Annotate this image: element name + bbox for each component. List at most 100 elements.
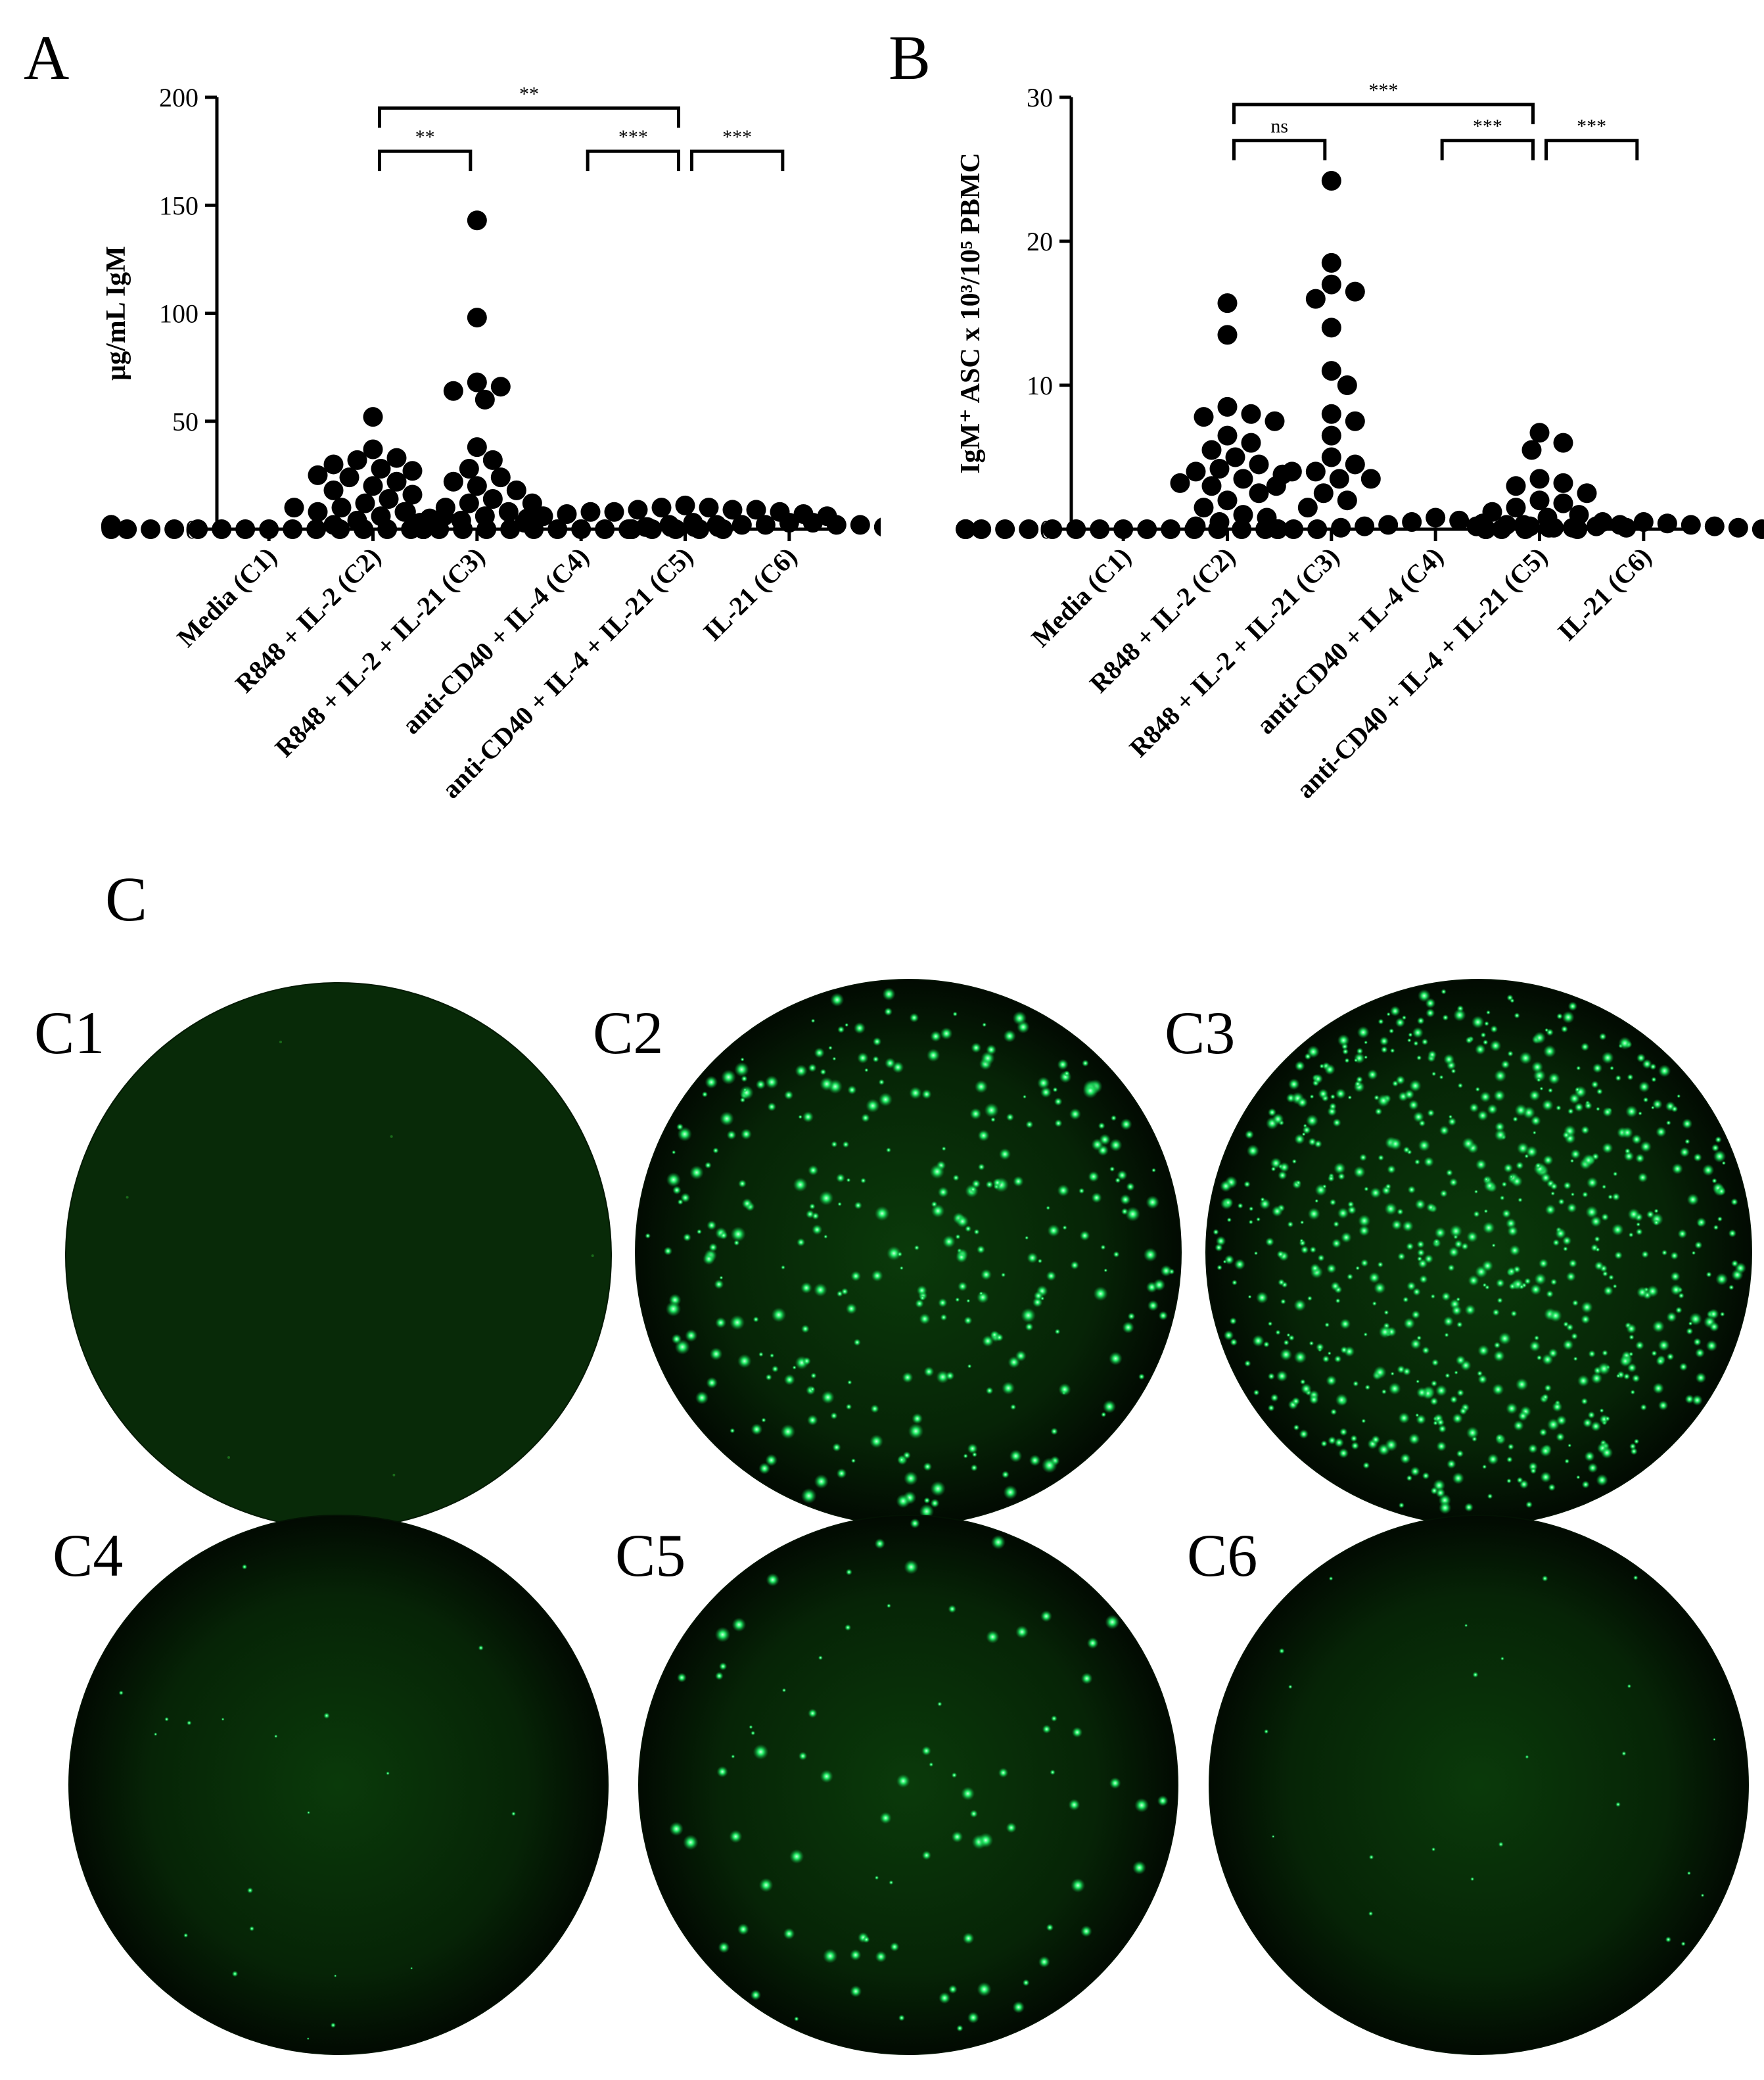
fluorescent-spot	[1328, 1576, 1334, 1581]
fluorescent-spot	[1280, 1298, 1286, 1305]
fluorescent-spot	[714, 1279, 724, 1290]
data-point	[1268, 519, 1288, 539]
fluorescent-spot	[1548, 1348, 1558, 1359]
fluorescent-spot	[958, 1281, 968, 1292]
fluorescent-spot	[1050, 1715, 1057, 1722]
fluorescent-spot	[1602, 1184, 1607, 1189]
fluorescent-spot	[1270, 1166, 1276, 1172]
fluorescent-spot	[738, 1179, 747, 1188]
fluorescent-spot	[1399, 1453, 1411, 1465]
fluorescent-spot	[726, 1130, 737, 1140]
fluorescent-spot	[1347, 1205, 1357, 1215]
fluorescent-spot	[1628, 1232, 1634, 1238]
fluorescent-spot	[1387, 1164, 1397, 1174]
fluorescent-spot	[669, 1822, 684, 1836]
data-point	[675, 495, 695, 515]
fluorescent-spot	[706, 1377, 718, 1389]
fluorescent-spot	[1509, 1244, 1521, 1256]
fluorescent-spot	[390, 1135, 393, 1138]
fluorescent-spot	[1642, 1058, 1652, 1070]
data-point	[1305, 461, 1326, 482]
fluorescent-spot	[797, 1238, 806, 1247]
fluorescent-spot	[1406, 1475, 1413, 1482]
fluorescent-spot	[1337, 1172, 1345, 1181]
fluorescent-spot	[866, 1099, 880, 1113]
fluorescent-spot	[1033, 1290, 1044, 1301]
fluorescent-spot	[1454, 1239, 1463, 1249]
fluorescent-spot	[969, 1809, 978, 1818]
fluorescent-spot	[1374, 1282, 1386, 1294]
fluorescent-spot	[1711, 1143, 1720, 1152]
fluorescent-spot	[1507, 1225, 1519, 1237]
fluorescent-spot	[1147, 1300, 1159, 1312]
fluorescent-spot	[1498, 1332, 1512, 1345]
fluorescent-spot	[1635, 1340, 1644, 1350]
fluorescent-spot	[1495, 1278, 1505, 1288]
x-tick-label: Media (C1)	[171, 542, 282, 653]
fluorescent-spot	[221, 1717, 225, 1721]
fluorescent-spot	[846, 1177, 851, 1183]
fluorescent-spot	[1713, 1224, 1719, 1231]
significance-bracket	[1544, 139, 1639, 160]
data-point	[413, 519, 434, 539]
fluorescent-spot	[410, 1967, 413, 1970]
fluorescent-spot	[982, 1022, 987, 1028]
fluorescent-spot	[1368, 1855, 1374, 1860]
fluorescent-spot	[1493, 1089, 1506, 1102]
fluorescent-spot	[1430, 1380, 1438, 1387]
fluorescent-spot	[1569, 1093, 1581, 1104]
fluorescent-spot	[1598, 1032, 1607, 1041]
data-point	[571, 519, 592, 539]
fluorescent-spot	[1295, 1179, 1301, 1186]
fluorescent-spot	[1358, 1214, 1371, 1227]
fluorescent-spot	[1693, 1152, 1702, 1162]
fluorescent-spot	[832, 1442, 841, 1452]
fluorescent-spot	[1540, 1172, 1552, 1183]
data-point	[1209, 512, 1230, 532]
fluorescent-spot	[998, 1148, 1011, 1160]
fluorescent-spot	[985, 1386, 994, 1395]
fluorescent-spot	[1531, 1061, 1544, 1074]
fluorescent-spot	[870, 1404, 879, 1413]
fluorescent-spot	[1529, 1467, 1537, 1475]
fluorescent-spot	[966, 1298, 971, 1303]
fluorescent-spot	[1441, 1291, 1451, 1302]
fluorescent-spot	[1416, 1054, 1422, 1061]
fluorescent-spot	[1581, 1125, 1590, 1135]
fluorescent-spot	[1418, 1139, 1431, 1152]
fluorescent-spot	[1361, 1418, 1366, 1424]
fluorescent-spot	[1567, 1108, 1574, 1115]
data-point	[755, 515, 776, 535]
fluorescent-spot	[1379, 1036, 1389, 1046]
fluorescent-spot	[828, 1045, 833, 1051]
fluorescent-spot	[896, 1774, 910, 1788]
fluorescent-spot	[1070, 1260, 1079, 1270]
fluorescent-spot	[1688, 1321, 1693, 1326]
fluorescent-spot	[1353, 1166, 1366, 1179]
fluorescent-spot	[1666, 1312, 1677, 1323]
fluorescent-spot	[1596, 1474, 1608, 1486]
fluorescent-spot	[714, 1626, 731, 1643]
fluorescent-spot	[1581, 1301, 1593, 1313]
fluorescent-spot	[1558, 1198, 1565, 1206]
fluorescent-spot	[1709, 1321, 1719, 1332]
fluorescent-spot	[1310, 1263, 1320, 1273]
fluorescent-spot	[1456, 1388, 1465, 1397]
fluorescent-spot	[1624, 1148, 1631, 1154]
fluorescent-spot	[822, 1949, 838, 1964]
fluorescent-spot	[1355, 1265, 1360, 1271]
data-point	[651, 498, 672, 518]
fluorescent-spot	[1267, 1373, 1275, 1381]
fluorescent-spot	[820, 1770, 833, 1784]
data-point	[1529, 423, 1550, 443]
fluorescent-spot	[1447, 1117, 1457, 1126]
fluorescent-spot	[780, 1424, 796, 1439]
fluorescent-spot	[719, 1111, 734, 1126]
fluorescent-spot	[915, 1298, 924, 1308]
fluorescent-spot	[1435, 1384, 1448, 1397]
data-point	[1201, 476, 1222, 496]
fluorescent-spot	[1596, 1106, 1600, 1112]
fluorescent-spot	[998, 1767, 1009, 1778]
fluorescent-spot	[737, 1923, 749, 1935]
well-edge	[1209, 1515, 1749, 2055]
